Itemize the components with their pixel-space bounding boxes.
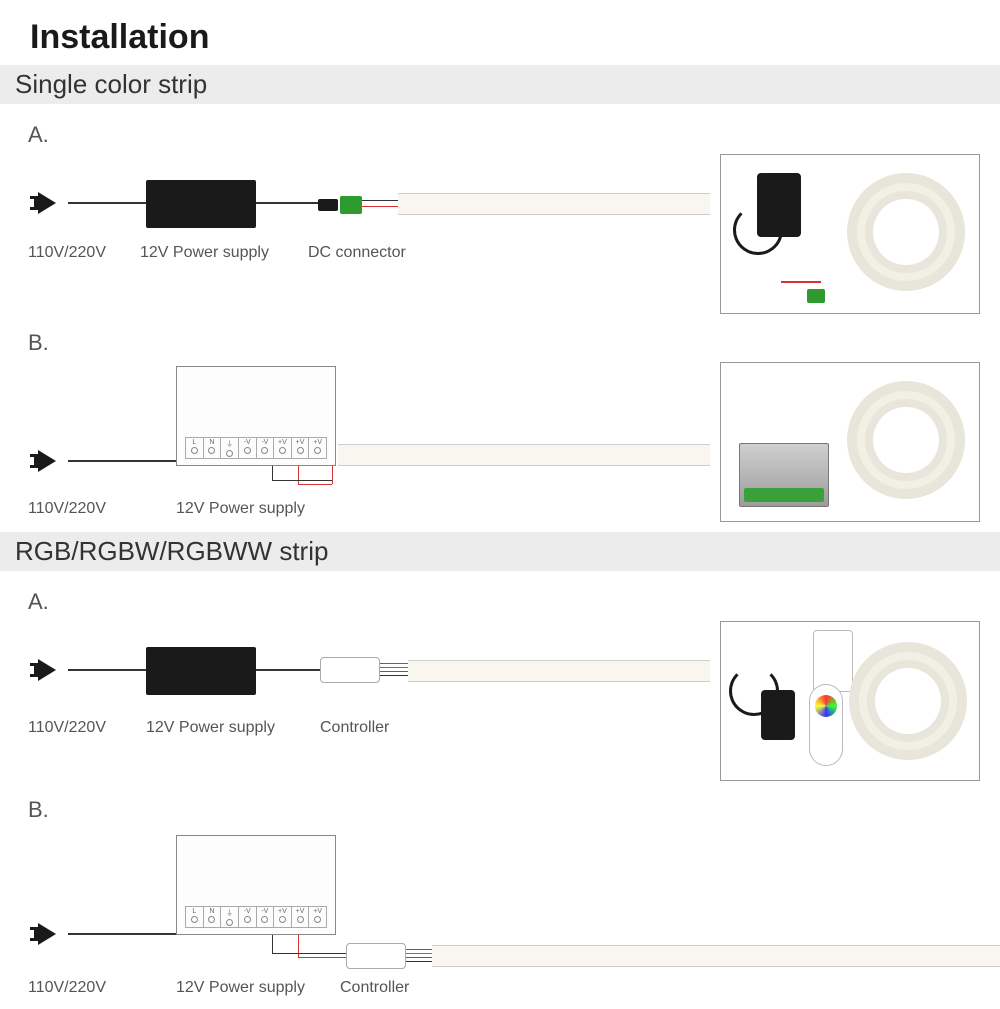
open-frame-psu: L N ⏚ -V -V +V +V +V <box>176 366 336 466</box>
psu-label: 12V Power supply <box>176 979 305 997</box>
wire <box>272 935 273 953</box>
remote-photo-icon <box>809 684 843 766</box>
wire <box>362 206 398 207</box>
section1-variant-b: B. L N ⏚ -V -V +V +V +V <box>0 324 1000 532</box>
wire <box>272 480 332 481</box>
product-photo-2a <box>720 621 980 781</box>
plug-label: 110V/220V <box>28 244 106 262</box>
wire <box>298 957 346 958</box>
controller-box <box>320 657 380 683</box>
wire <box>362 200 398 201</box>
psu-label: 12V Power supply <box>140 244 269 262</box>
wire <box>68 460 176 462</box>
page-title: Installation <box>0 0 1000 65</box>
plug-icon <box>28 649 70 691</box>
controller-label: Controller <box>340 979 409 997</box>
wire <box>298 484 332 485</box>
diagram-1a: 110V/220V 12V Power supply DC connector <box>28 154 710 274</box>
dc-connector-icon <box>318 196 362 214</box>
open-frame-psu: L N ⏚ -V -V +V +V +V <box>176 835 336 935</box>
psu-label: 12V Power supply <box>146 719 275 737</box>
variant-letter: B. <box>28 797 980 823</box>
diagram-2b: L N ⏚ -V -V +V +V +V <box>28 829 980 999</box>
wire <box>272 466 273 480</box>
variant-letter: B. <box>28 330 980 356</box>
controller-box <box>346 943 406 969</box>
wire <box>272 953 346 954</box>
section1-header: Single color strip <box>0 65 1000 104</box>
led-strip <box>432 945 1000 967</box>
section1-variant-a: A. 110V/220V 12V Power supply DC connect… <box>0 104 1000 324</box>
variant-letter: A. <box>28 589 980 615</box>
wire <box>298 466 299 484</box>
dc-label: DC connector <box>308 244 406 262</box>
psu-label: 12V Power supply <box>176 500 305 518</box>
psu-photo-icon <box>739 443 829 507</box>
variant-letter: A. <box>28 122 980 148</box>
plug-label: 110V/220V <box>28 719 106 737</box>
plug-icon <box>28 182 70 224</box>
diagram-1b: L N ⏚ -V -V +V +V +V 110 <box>28 362 710 522</box>
wire <box>256 669 320 671</box>
terminal-strip: L N ⏚ -V -V +V +V +V <box>185 437 327 459</box>
plug-icon <box>28 440 70 482</box>
controller-label: Controller <box>320 719 389 737</box>
diagram-2a: 110V/220V 12V Power supply Controller <box>28 621 710 751</box>
plug-icon <box>28 913 70 955</box>
controller-photo-icon <box>813 630 853 692</box>
product-photo-1a <box>720 154 980 314</box>
terminal-strip: L N ⏚ -V -V +V +V +V <box>185 906 327 928</box>
section2-variant-a: A. 110V/220V 12V Power supply Controller <box>0 571 1000 791</box>
product-photo-1b <box>720 362 980 522</box>
section2-header: RGB/RGBW/RGBWW strip <box>0 532 1000 571</box>
power-brick <box>146 180 256 228</box>
wire <box>332 466 333 484</box>
wire <box>256 202 318 204</box>
section2-variant-b: B. L N ⏚ -V -V +V +V +V <box>0 791 1000 1009</box>
led-strip <box>398 193 710 215</box>
wire <box>68 669 146 671</box>
power-brick <box>146 647 256 695</box>
led-strip <box>408 660 710 682</box>
led-strip <box>338 444 710 466</box>
plug-label: 110V/220V <box>28 979 106 997</box>
plug-label: 110V/220V <box>28 500 106 518</box>
wire <box>68 202 146 204</box>
wire <box>68 933 176 935</box>
